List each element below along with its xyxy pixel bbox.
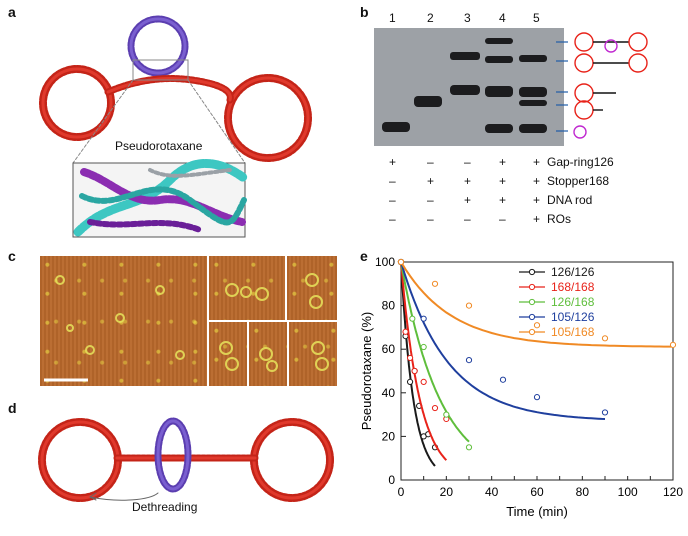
legend-label: 126/126 [551, 265, 595, 279]
data-point [431, 404, 439, 412]
plot-frame [400, 261, 674, 481]
x-tick-label: 100 [618, 485, 638, 499]
condition-sign: + [533, 193, 541, 207]
condition-sign: + [389, 155, 397, 169]
condition-sign: + [533, 212, 541, 226]
x-tick-label: 40 [485, 485, 499, 499]
y-axis-label: Pseudorotaxane (%) [359, 312, 374, 431]
data-point [443, 411, 450, 418]
panel-d-label: d [8, 400, 17, 416]
condition-sign: – [427, 212, 434, 226]
data-point [499, 376, 507, 383]
dethreading-label: Dethreading [132, 500, 198, 514]
x-tick-label: 60 [530, 485, 544, 499]
panel-c-label: c [8, 248, 16, 264]
data-point [533, 394, 541, 401]
legend-label: 126/168 [551, 295, 595, 309]
afm-structures [44, 273, 329, 382]
condition-sign: + [464, 193, 472, 207]
x-tick-label: 0 [398, 485, 405, 499]
afm-zoom-image [289, 322, 337, 386]
data-point [420, 378, 427, 385]
condition-sign: + [499, 174, 507, 188]
legend-label: 105/126 [551, 310, 595, 324]
afm-zoom-image [287, 256, 337, 320]
condition-sign: – [389, 193, 396, 207]
condition-sign: + [427, 174, 435, 188]
x-tick-label: 20 [440, 485, 454, 499]
legend-marker [528, 313, 536, 321]
panel-a-label: a [8, 4, 16, 20]
data-point [465, 444, 473, 451]
data-point [669, 341, 677, 348]
data-point [601, 335, 609, 342]
lane-number: 4 [499, 11, 506, 25]
condition-name: DNA rod [547, 193, 593, 207]
panel-b-label: b [360, 4, 369, 20]
data-point [420, 315, 427, 322]
y-tick-label: 20 [382, 429, 396, 443]
condition-sign: – [499, 212, 506, 226]
y-tick-label: 100 [375, 255, 395, 269]
y-tick-label: 80 [382, 299, 396, 313]
data-point [431, 280, 439, 287]
legend-marker [528, 283, 536, 291]
data-point [406, 354, 414, 362]
condition-sign: – [427, 193, 434, 207]
dethreading-model [38, 417, 334, 502]
data-point [411, 367, 418, 375]
legend-label: 105/168 [551, 325, 595, 339]
x-axis-label: Time (min) [506, 504, 568, 519]
condition-sign: + [533, 174, 541, 188]
legend-label: 168/168 [551, 280, 595, 294]
condition-sign: – [389, 212, 396, 226]
lane-number: 3 [464, 11, 471, 25]
lane-number: 5 [533, 11, 540, 25]
condition-sign: – [389, 174, 396, 188]
pseudorotaxane-label: Pseudorotaxane [115, 139, 203, 153]
condition-name: Gap-ring126 [547, 155, 614, 169]
afm-zoom-image [209, 322, 247, 386]
condition-sign: + [499, 155, 507, 169]
data-point [406, 378, 414, 385]
x-tick-label: 120 [663, 485, 683, 499]
y-tick-label: 0 [388, 473, 395, 487]
condition-sign: + [464, 174, 472, 188]
panel-e-label: e [360, 248, 368, 264]
condition-sign: – [427, 155, 434, 169]
condition-name: ROs [547, 212, 571, 226]
condition-sign: + [533, 155, 541, 169]
condition-sign: – [464, 212, 471, 226]
legend-marker [528, 328, 536, 336]
data-point [402, 328, 409, 335]
legend-marker [528, 298, 536, 306]
data-point [397, 258, 405, 266]
dethreading-kinetics-chart: 0 20 40 60 80 100 0 20 40 60 80 100 120 Time (min) Pse… [359, 255, 683, 519]
afm-zoom-image [209, 256, 285, 320]
series-line [400, 261, 606, 420]
data-point [409, 315, 416, 322]
afm-zoom-image [249, 322, 287, 386]
x-tick-label: 80 [576, 485, 590, 499]
lane-number: 2 [427, 11, 434, 25]
condition-sign: – [464, 155, 471, 169]
data-point [601, 409, 609, 416]
series-line [400, 261, 448, 461]
y-tick-label: 40 [382, 386, 396, 400]
data-point [420, 343, 427, 351]
gel-bands [382, 32, 648, 139]
lane-number: 1 [389, 11, 396, 25]
pseudorotaxane-model [39, 15, 312, 238]
condition-sign: + [499, 193, 507, 207]
condition-name: Stopper168 [547, 174, 610, 188]
y-tick-label: 60 [382, 342, 396, 356]
series-line [400, 261, 436, 467]
data-point [533, 322, 541, 329]
legend-marker [528, 268, 536, 276]
series-line [400, 261, 673, 348]
data-point [465, 302, 473, 309]
data-point [465, 357, 473, 364]
